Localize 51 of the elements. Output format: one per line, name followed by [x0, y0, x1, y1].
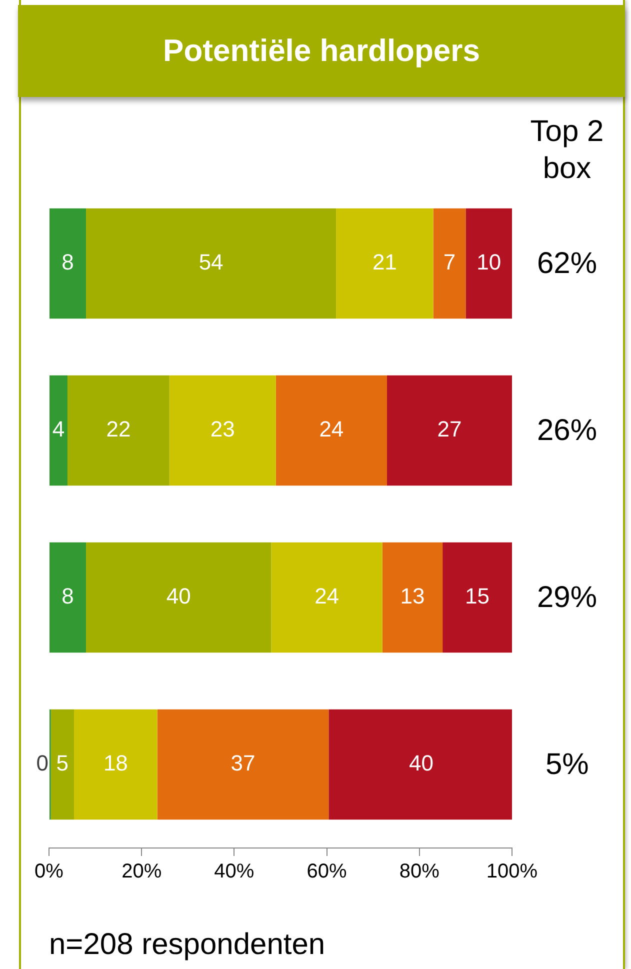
data-label: 37	[230, 750, 256, 776]
chart-title: Potentiële hardlopers	[18, 5, 625, 97]
bar	[50, 208, 86, 319]
x-tick-label: 60%	[306, 860, 348, 883]
bar	[50, 709, 74, 820]
bar	[271, 542, 382, 653]
bar	[382, 542, 443, 653]
data-label: 5	[56, 750, 69, 776]
bar	[50, 375, 68, 486]
bar	[466, 208, 512, 319]
data-label: 54	[198, 250, 224, 275]
data-label: 18	[103, 750, 128, 776]
data-label: 13	[400, 584, 425, 609]
text: 26%	[537, 413, 598, 449]
data-label: 10	[476, 250, 502, 275]
text: n=208 respondenten	[49, 927, 326, 963]
bar	[276, 375, 387, 486]
bar	[157, 709, 329, 820]
bar	[86, 208, 336, 319]
bar	[336, 208, 434, 319]
data-label: 8	[62, 584, 74, 609]
x-tick-label: 0%	[34, 860, 64, 883]
bar	[68, 375, 170, 486]
data-label: 4	[52, 416, 65, 442]
data-label: 21	[372, 250, 397, 275]
text: 29%	[537, 580, 598, 616]
data-label: 15	[465, 584, 490, 609]
data-label: 7	[443, 250, 456, 275]
bar	[86, 542, 272, 653]
bar	[433, 208, 466, 319]
x-tick-label: 100%	[486, 860, 538, 883]
data-label: 27	[437, 416, 462, 442]
text: 62%	[537, 246, 598, 282]
bar	[74, 709, 158, 820]
bar	[442, 542, 512, 653]
x-tick-label: 40%	[214, 860, 254, 883]
bar	[169, 375, 276, 486]
bar	[386, 375, 512, 486]
data-label: 22	[106, 416, 131, 442]
data-label: 24	[319, 416, 344, 442]
bar	[50, 542, 86, 653]
x-tick-label: 80%	[399, 860, 440, 883]
data-label: 23	[210, 416, 235, 442]
data-label: 40	[409, 750, 434, 776]
x-tick-label: 20%	[122, 860, 162, 883]
text: Top 2 box	[529, 114, 605, 187]
data-label: 0	[36, 750, 48, 776]
data-label: 8	[62, 250, 74, 275]
data-label: 24	[314, 584, 340, 609]
data-label: 40	[166, 584, 191, 609]
text: 5%	[546, 747, 589, 783]
